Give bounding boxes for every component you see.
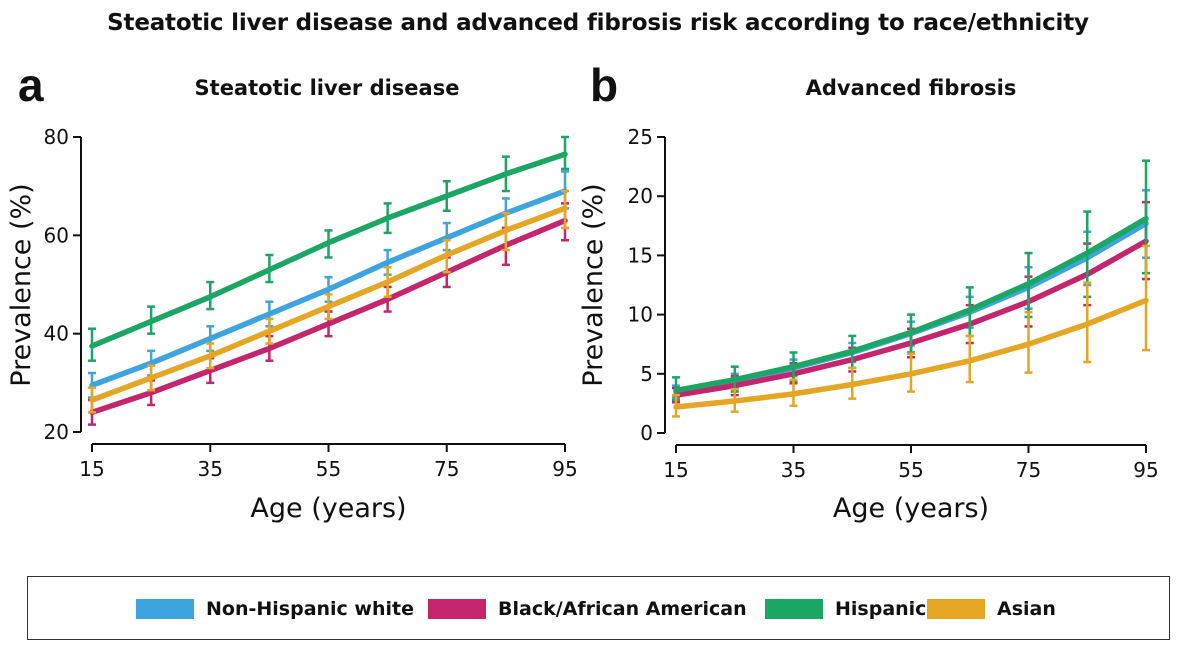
- legend-swatch: [765, 599, 823, 619]
- data-point: [208, 369, 212, 373]
- x-axis-title: Age (years): [833, 493, 989, 524]
- legend-swatch: [927, 599, 985, 619]
- data-point: [850, 382, 854, 386]
- panel-b-title: Advanced fibrosis: [805, 76, 1017, 100]
- series-asian: [672, 244, 1150, 418]
- y-tick-label: 0: [640, 421, 653, 445]
- panel-letter-a: a: [18, 59, 44, 111]
- y-tick-label: 5: [640, 362, 653, 386]
- data-point: [968, 308, 972, 312]
- x-tick-label: 15: [79, 457, 104, 481]
- legend-swatch: [428, 599, 486, 619]
- data-point: [1027, 342, 1030, 346]
- data-point: [267, 268, 271, 272]
- axes-panel-b: 0 5 10 15 20 25 15 35 55 75 95 Age (years) Prevalenc…: [578, 125, 1159, 524]
- data-point: [90, 383, 94, 387]
- legend-label: Asian: [997, 598, 1056, 620]
- figure-title: Steatotic liver disease and advanced fib…: [107, 10, 1089, 36]
- x-tick-label: 95: [1133, 458, 1158, 482]
- x-tick-label: 55: [898, 458, 923, 482]
- y-tick-label: 20: [628, 184, 653, 208]
- x-tick-label: 75: [434, 457, 459, 481]
- series-asian: [88, 189, 569, 414]
- x-tick-label: 75: [1016, 458, 1041, 482]
- panel-letter-b: b: [590, 59, 619, 111]
- y-axis-title: Prevalence (%): [578, 183, 609, 386]
- data-point: [208, 337, 212, 341]
- y-axis-title: Prevalence (%): [6, 183, 37, 386]
- data-point: [1085, 322, 1089, 326]
- data-point: [1144, 298, 1148, 302]
- data-point: [267, 329, 271, 333]
- y-tick-label: 25: [628, 125, 653, 149]
- data-point: [327, 322, 330, 326]
- data-point: [327, 305, 330, 309]
- data-point: [386, 216, 390, 220]
- y-tick-label: 60: [44, 223, 69, 247]
- x-tick-label: 15: [663, 458, 688, 482]
- y-tick-label: 80: [44, 125, 69, 149]
- data-point: [445, 253, 449, 257]
- data-point: [267, 346, 271, 350]
- x-axis-title: Age (years): [250, 493, 406, 524]
- data-point: [674, 405, 678, 409]
- data-point: [1144, 217, 1148, 221]
- data-point: [208, 295, 212, 299]
- data-point: [850, 349, 854, 353]
- series-hispanic: [88, 135, 569, 362]
- data-point: [327, 241, 330, 245]
- y-tick-label: 40: [44, 322, 69, 346]
- legend-label: Hispanic: [835, 598, 927, 620]
- data-point: [563, 152, 567, 156]
- data-point: [674, 388, 678, 392]
- legend-label: Non-Hispanic white: [206, 598, 414, 620]
- y-tick-label: 20: [44, 420, 69, 444]
- data-point: [445, 236, 449, 240]
- x-tick-label: 55: [316, 457, 341, 481]
- data-point: [504, 228, 508, 232]
- data-point: [386, 280, 390, 284]
- legend-label: Black/African American: [498, 598, 747, 620]
- y-tick-label: 15: [628, 243, 653, 267]
- legend: Non-Hispanic white Black/African America…: [27, 576, 1170, 640]
- data-point: [386, 260, 390, 264]
- data-point: [968, 359, 972, 363]
- legend-item-non-hispanic-white: Non-Hispanic white: [136, 597, 414, 621]
- data-point: [149, 319, 153, 323]
- data-point: [149, 376, 153, 380]
- data-point: [445, 194, 449, 198]
- data-point: [208, 354, 212, 358]
- data-point: [149, 361, 153, 365]
- data-point: [267, 312, 271, 316]
- data-point: [733, 378, 737, 382]
- data-point: [563, 206, 567, 210]
- x-tick-label: 35: [781, 458, 806, 482]
- data-point: [504, 172, 508, 176]
- data-point: [149, 391, 153, 395]
- legend-swatch: [136, 599, 194, 619]
- x-tick-label: 35: [198, 457, 223, 481]
- data-point: [90, 344, 94, 348]
- data-point: [1027, 282, 1030, 286]
- data-point: [733, 399, 737, 403]
- data-point: [327, 287, 330, 291]
- data-point: [386, 297, 390, 301]
- data-point: [909, 372, 913, 376]
- panel-a-title: Steatotic liver disease: [194, 76, 460, 100]
- data-point: [90, 398, 94, 402]
- x-tick-label: 95: [552, 457, 577, 481]
- data-point: [792, 392, 795, 396]
- legend-item-hispanic: Hispanic: [765, 597, 926, 621]
- data-point: [1085, 251, 1089, 255]
- legend-item-black-african-american: Black/African American: [428, 597, 747, 621]
- data-point: [792, 365, 795, 369]
- axes-panel-a: 20 40 60 80 15 35 55 75 95 Age (years) Prevalence …: [6, 125, 578, 524]
- data-point: [909, 330, 913, 334]
- y-tick-label: 10: [628, 303, 653, 327]
- legend-item-asian: Asian: [927, 597, 1056, 621]
